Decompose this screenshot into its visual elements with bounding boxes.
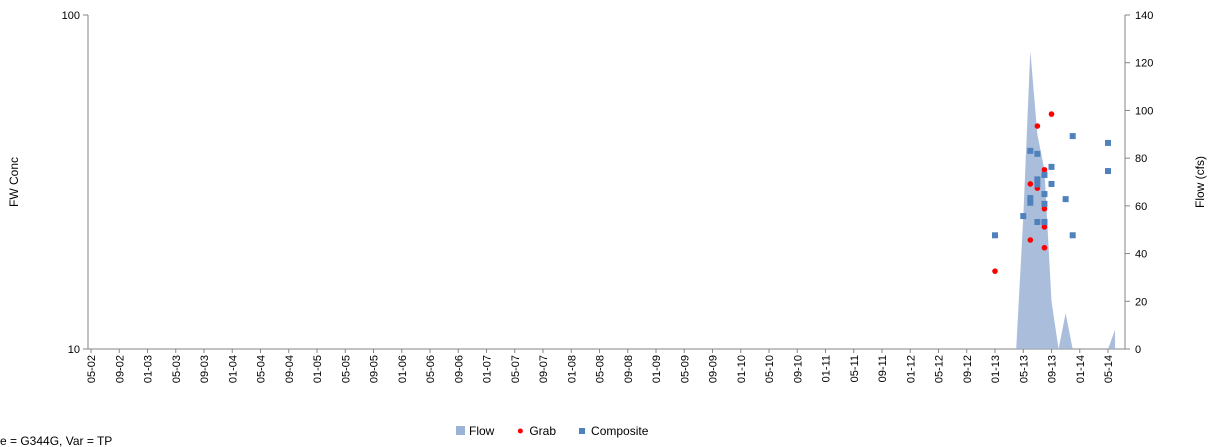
composite-point [992,232,998,239]
composite-point [1027,147,1034,154]
grab-point [1041,244,1048,251]
x-tick-label: 05-11 [849,355,861,382]
x-tick-label: 01-13 [990,355,1002,383]
y2-tick-label: 100 [1135,105,1153,117]
grab-point [1034,123,1041,129]
x-tick-label: 05-03 [171,355,183,383]
composite-point [1041,191,1048,198]
y2-tick-label: 140 [1135,10,1153,22]
grab-point [1041,224,1048,230]
x-tick-label: 05-13 [1018,355,1030,383]
composite-point [1027,199,1034,206]
composite-point [1034,181,1041,188]
x-tick-label: 01-11 [821,355,833,382]
composite-point [1048,180,1055,187]
x-tick-label: 09-06 [453,355,465,383]
composite-point [1069,133,1076,140]
annotation: e = G344G, Var = TP [0,434,112,447]
x-tick-label: 05-12 [934,355,946,383]
y2-axis-label: Flow (cfs) [1193,156,1207,208]
composite-point [1034,219,1041,226]
grab-point [992,268,998,274]
x-tick-label: 05-14 [1103,355,1115,383]
x-tick-label: 05-06 [425,355,437,383]
y-tick-label: 10 [68,344,80,356]
x-tick-label: 05-07 [510,355,522,383]
y2-tick-label: 20 [1135,296,1147,308]
x-tick-label: 09-09 [708,355,720,383]
x-tick-label: 09-08 [623,355,635,383]
y-axis-label: FW Conc [7,157,21,207]
composite-point [1041,200,1048,207]
grab-point [1027,181,1034,187]
grab-point [1041,166,1048,173]
x-tick-label: 05-04 [256,355,268,383]
legend-symbol [517,428,523,434]
flow-area [1009,50,1116,350]
x-tick-label: 01-09 [651,355,663,383]
x-tick-label: 05-08 [595,355,607,383]
x-tick-label: 01-04 [227,355,239,383]
x-tick-label: 09-12 [962,355,974,383]
legend-symbol [579,428,586,434]
x-tick-label: 05-05 [340,355,352,383]
x-tick-label: 01-06 [397,355,409,383]
y2-tick-label: 40 [1135,249,1147,261]
x-tick-label: 01-05 [312,355,324,383]
x-tick-label: 09-02 [114,355,126,383]
x-tick-label: 05-09 [679,355,691,383]
y2-tick-label: 60 [1135,201,1147,213]
grab-point [1048,111,1055,117]
x-tick-label: 01-03 [143,355,155,383]
legend-label: Flow [469,424,495,438]
x-tick-label: 01-14 [1075,355,1087,383]
composite-point [1048,163,1055,170]
composite-point [1034,176,1041,183]
y2-tick-label: 120 [1135,58,1153,70]
y2-tick-label: 0 [1135,344,1141,356]
composite-point [1041,171,1048,178]
legend-label: Composite [591,424,649,438]
grab-point [1041,205,1048,212]
composite-point [1034,150,1041,157]
legend-symbol [456,426,465,435]
composite-point [1062,196,1069,203]
x-tick-label: 09-10 [792,355,804,383]
y-tick-label: 100 [62,10,80,22]
composite-point [1020,213,1027,220]
composite-point [1027,195,1034,202]
y2-tick-label: 80 [1135,153,1147,165]
composite-point [1105,168,1111,175]
x-tick-label: 01-07 [482,355,494,383]
x-tick-label: 05-10 [764,355,776,383]
x-tick-label: 01-10 [736,355,748,383]
x-tick-label: 09-11 [877,355,889,382]
x-tick-label: 05-02 [86,355,98,383]
x-tick-label: 09-05 [369,355,381,383]
grab-point [1027,237,1034,243]
composite-point [1105,139,1111,146]
x-tick-label: 09-04 [284,355,296,383]
composite-point [1041,219,1048,226]
x-tick-label: 09-03 [199,355,211,383]
legend-label: Grab [529,424,556,438]
composite-point [1069,232,1076,239]
x-tick-label: 01-08 [566,355,578,383]
x-tick-label: 01-12 [905,355,917,383]
x-tick-label: 09-07 [538,355,550,383]
x-tick-label: 09-13 [1047,355,1059,383]
